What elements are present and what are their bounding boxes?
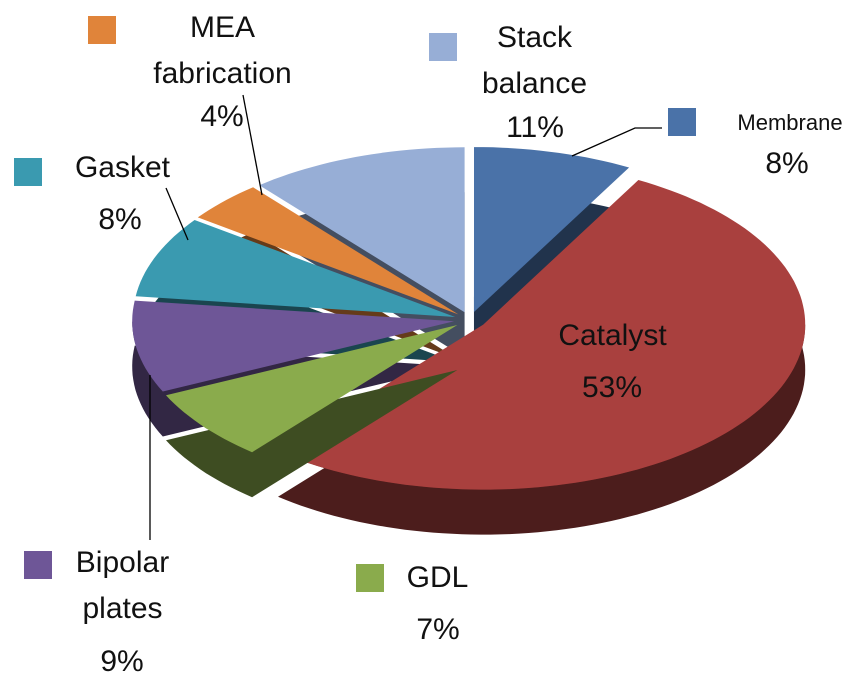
leader-line — [571, 127, 662, 157]
value-label: 11% — [506, 111, 564, 144]
legend-swatch — [668, 108, 696, 136]
legend-swatch — [429, 33, 457, 61]
category-label: Stack balance — [481, 21, 588, 100]
value-label: 4% — [200, 100, 244, 133]
slice — [166, 325, 458, 453]
slice — [473, 147, 630, 313]
legend-swatch — [14, 158, 42, 186]
category-label: Gasket — [74, 151, 171, 184]
category-label: MEA fabrication — [153, 11, 292, 90]
legend-swatch — [88, 16, 116, 44]
value-label: 9% — [100, 645, 144, 678]
slice — [197, 187, 459, 315]
category-label: GDL — [406, 561, 469, 594]
value-label: 7% — [416, 613, 460, 646]
slice — [135, 220, 456, 317]
leader-line — [242, 94, 263, 196]
category-label: Membrane — [737, 110, 843, 135]
slice — [278, 180, 806, 490]
value-label: 8% — [98, 203, 142, 236]
leader-line — [165, 187, 189, 241]
slice-bottom — [166, 370, 458, 498]
value-label: 8% — [765, 147, 809, 180]
slice — [132, 300, 455, 392]
legend-swatch — [356, 564, 384, 592]
legend-swatch — [498, 322, 526, 350]
legend-swatch — [24, 551, 52, 579]
category-label: Catalyst — [558, 319, 667, 352]
category-label: Bipolar plates — [75, 546, 170, 625]
slice — [259, 147, 465, 313]
value-label: 53% — [581, 371, 643, 404]
